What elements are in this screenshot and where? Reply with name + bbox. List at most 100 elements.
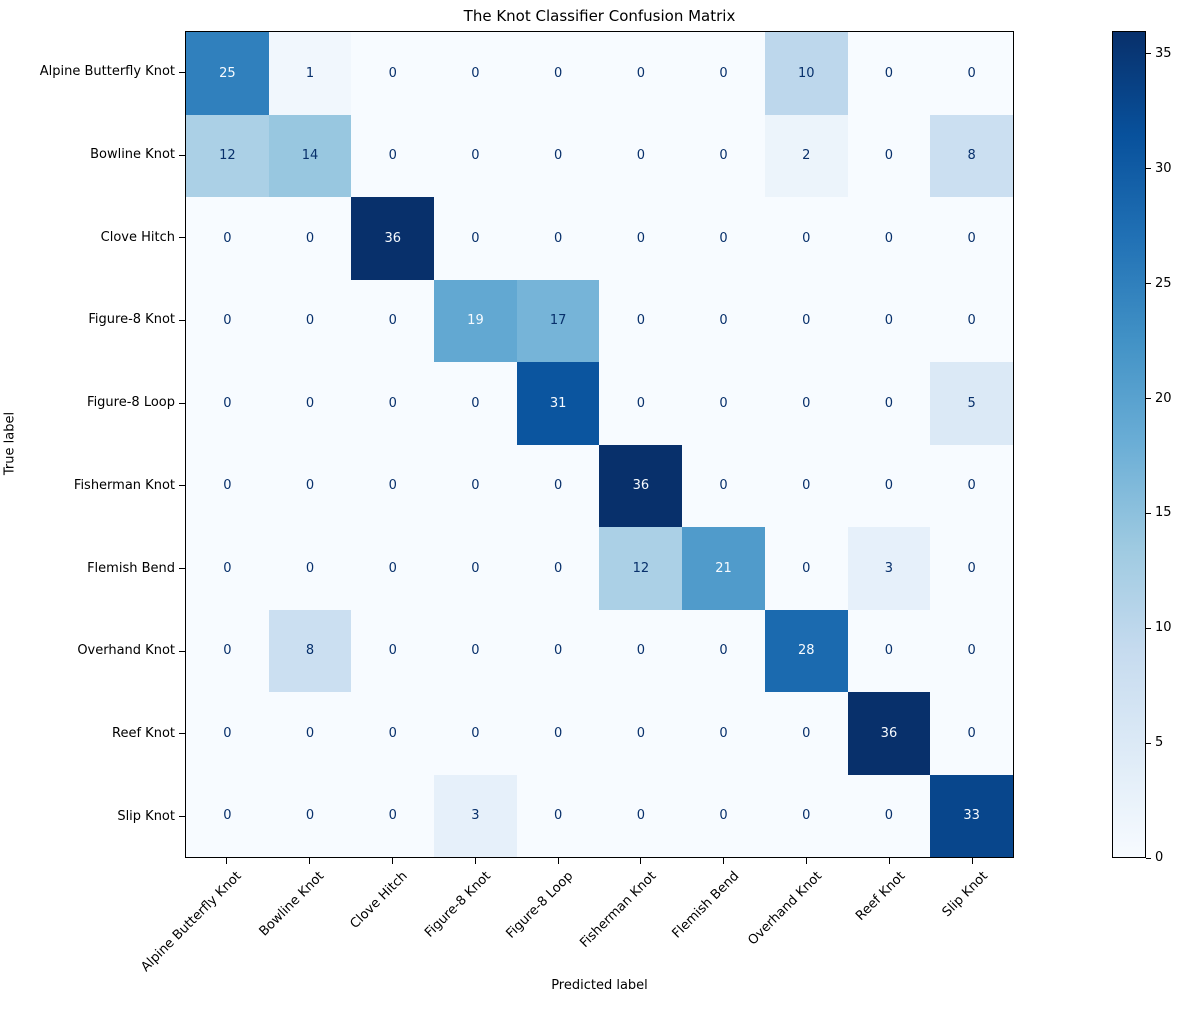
colorbar-tick-mark bbox=[1146, 398, 1151, 400]
y-tick-mark bbox=[179, 237, 185, 239]
x-tick-label: Fisherman Knot bbox=[577, 868, 660, 951]
x-tick-label: Clove Hitch bbox=[347, 868, 411, 932]
x-tick-mark bbox=[889, 858, 891, 864]
matrix-cell: 17 bbox=[516, 279, 600, 362]
colorbar-tick-mark bbox=[1146, 53, 1151, 55]
x-tick-label: Figure-8 Knot bbox=[421, 868, 494, 941]
matrix-cell: 0 bbox=[764, 362, 848, 445]
colorbar-tick-label: 30 bbox=[1155, 160, 1172, 176]
matrix-cell: 0 bbox=[186, 692, 269, 775]
matrix-cell: 0 bbox=[434, 362, 517, 445]
y-tick-mark bbox=[179, 568, 185, 570]
matrix-cell: 14 bbox=[268, 114, 352, 197]
matrix-cell: 0 bbox=[351, 692, 435, 775]
y-tick-mark bbox=[179, 816, 185, 818]
colorbar-tick-mark bbox=[1146, 742, 1151, 744]
colorbar-tick-mark bbox=[1146, 168, 1151, 170]
matrix-cell: 0 bbox=[599, 609, 683, 692]
y-tick-label: Reef Knot bbox=[112, 725, 175, 741]
matrix-cell: 19 bbox=[434, 279, 517, 362]
matrix-cell: 0 bbox=[186, 279, 269, 362]
matrix-cell: 0 bbox=[186, 527, 269, 610]
matrix-cell: 0 bbox=[682, 32, 765, 115]
matrix-cell: 31 bbox=[516, 362, 600, 445]
x-tick-label: Slip Knot bbox=[939, 868, 991, 921]
matrix-cell: 25 bbox=[186, 32, 269, 115]
matrix-cell: 36 bbox=[351, 197, 435, 280]
matrix-cell: 21 bbox=[682, 527, 765, 610]
matrix-cell: 0 bbox=[186, 774, 269, 857]
matrix-cell: 0 bbox=[351, 362, 435, 445]
y-tick-label: Flemish Bend bbox=[87, 560, 175, 576]
matrix-cell: 0 bbox=[764, 444, 848, 527]
matrix-cell: 0 bbox=[268, 444, 352, 527]
matrix-cell: 0 bbox=[516, 32, 600, 115]
matrix-cell: 3 bbox=[434, 774, 517, 857]
matrix-cell: 8 bbox=[268, 609, 352, 692]
x-tick-mark bbox=[806, 858, 808, 864]
matrix-cell: 0 bbox=[764, 692, 848, 775]
matrix-cell: 0 bbox=[434, 114, 517, 197]
colorbar-tick-mark bbox=[1146, 512, 1151, 514]
matrix-cell: 0 bbox=[434, 197, 517, 280]
matrix-cell: 0 bbox=[599, 692, 683, 775]
colorbar-tick-label: 5 bbox=[1155, 735, 1164, 751]
matrix-cell: 0 bbox=[516, 197, 600, 280]
colorbar-tick-label: 25 bbox=[1155, 275, 1172, 291]
x-tick-mark bbox=[225, 858, 227, 864]
matrix-cell: 0 bbox=[682, 444, 765, 527]
y-axis-label: True label bbox=[2, 411, 18, 476]
confusion-matrix-grid: 25 1 0 0 0 0 0 10 0 0 12 14 0 0 0 0 0 2 0 8 0 0 36 0 0 0 0 0 0 0 0 0 0 19… bbox=[185, 31, 1014, 858]
matrix-cell: 36 bbox=[847, 692, 931, 775]
x-tick-mark bbox=[391, 858, 393, 864]
matrix-cell: 0 bbox=[599, 774, 683, 857]
matrix-cell: 0 bbox=[764, 279, 848, 362]
y-tick-label: Fisherman Knot bbox=[73, 477, 175, 493]
matrix-cell: 0 bbox=[847, 197, 931, 280]
matrix-cell: 2 bbox=[764, 114, 848, 197]
matrix-cell: 0 bbox=[434, 692, 517, 775]
matrix-cell: 0 bbox=[847, 444, 931, 527]
matrix-cell: 0 bbox=[847, 32, 931, 115]
matrix-cell: 0 bbox=[930, 197, 1013, 280]
colorbar bbox=[1112, 31, 1146, 858]
x-tick-label: Flemish Bend bbox=[669, 868, 743, 942]
matrix-cell: 0 bbox=[847, 362, 931, 445]
matrix-cell: 33 bbox=[930, 774, 1013, 857]
x-axis-label: Predicted label bbox=[551, 978, 648, 993]
matrix-cell: 0 bbox=[516, 114, 600, 197]
matrix-cell: 0 bbox=[847, 114, 931, 197]
matrix-cell: 12 bbox=[186, 114, 269, 197]
matrix-cell: 0 bbox=[599, 197, 683, 280]
y-tick-mark bbox=[179, 733, 185, 735]
matrix-cell: 0 bbox=[682, 114, 765, 197]
matrix-cell: 0 bbox=[268, 774, 352, 857]
colorbar-tick-mark bbox=[1146, 857, 1151, 859]
matrix-cell: 0 bbox=[186, 362, 269, 445]
matrix-cell: 0 bbox=[599, 279, 683, 362]
matrix-cell: 0 bbox=[930, 692, 1013, 775]
y-tick-label: Overhand Knot bbox=[77, 643, 175, 659]
matrix-cell: 0 bbox=[516, 609, 600, 692]
matrix-cell: 0 bbox=[930, 609, 1013, 692]
x-tick-label: Alpine Butterfly Knot bbox=[138, 868, 245, 975]
x-tick-label: Overhand Knot bbox=[745, 868, 826, 949]
matrix-cell: 0 bbox=[351, 444, 435, 527]
x-tick-mark bbox=[308, 858, 310, 864]
matrix-cell: 0 bbox=[434, 32, 517, 115]
matrix-cell: 0 bbox=[268, 692, 352, 775]
matrix-cell: 0 bbox=[516, 444, 600, 527]
matrix-cell: 0 bbox=[351, 114, 435, 197]
matrix-cell: 0 bbox=[186, 609, 269, 692]
y-tick-mark bbox=[179, 319, 185, 321]
matrix-cell: 0 bbox=[351, 609, 435, 692]
colorbar-tick-mark bbox=[1146, 283, 1151, 285]
matrix-cell: 0 bbox=[268, 527, 352, 610]
matrix-cell: 1 bbox=[268, 32, 352, 115]
matrix-cell: 0 bbox=[764, 527, 848, 610]
matrix-cell: 0 bbox=[847, 774, 931, 857]
matrix-cell: 0 bbox=[351, 32, 435, 115]
colorbar-tick-mark bbox=[1146, 627, 1151, 629]
x-tick-label: Reef Knot bbox=[852, 868, 908, 924]
